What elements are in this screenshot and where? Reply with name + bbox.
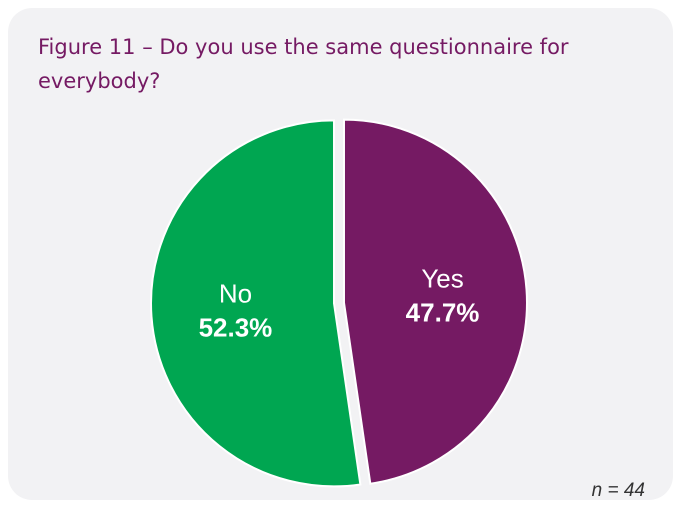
pie-slice-no — [150, 119, 362, 488]
sample-size-note: n = 44 — [591, 480, 645, 501]
slice-category-label: Yes — [421, 264, 463, 294]
slice-value-label: 47.7% — [406, 298, 480, 328]
pie-slice-yes — [342, 118, 528, 485]
slice-value-label: 52.3% — [199, 312, 273, 342]
slice-category-label: No — [219, 278, 252, 308]
chart-title: Figure 11 – Do you use the same question… — [38, 35, 569, 93]
